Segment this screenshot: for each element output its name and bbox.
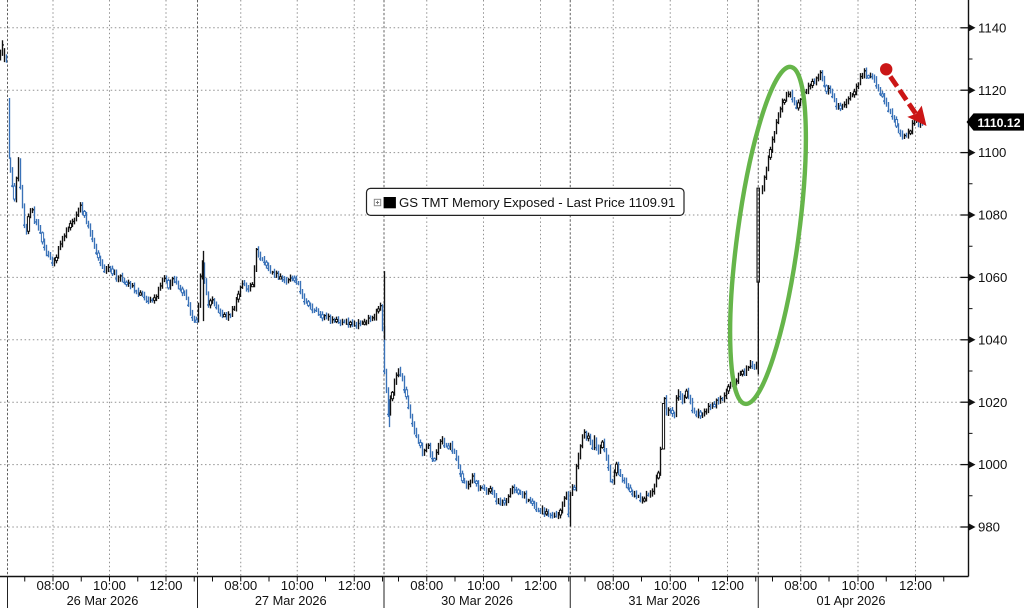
- svg-text:08:00: 08:00: [224, 578, 257, 593]
- svg-text:10:00: 10:00: [841, 578, 874, 593]
- svg-text:980: 980: [978, 520, 1000, 535]
- svg-text:1020: 1020: [978, 395, 1007, 410]
- svg-text:10:00: 10:00: [467, 578, 500, 593]
- svg-text:12:00: 12:00: [149, 578, 182, 593]
- svg-text:08:00: 08:00: [784, 578, 817, 593]
- svg-text:1120: 1120: [978, 83, 1006, 98]
- svg-text:12:00: 12:00: [711, 578, 744, 593]
- svg-text:1000: 1000: [978, 457, 1007, 472]
- svg-text:27 Mar 2026: 27 Mar 2026: [255, 593, 327, 608]
- svg-text:1060: 1060: [978, 270, 1007, 285]
- svg-text:30 Mar 2026: 30 Mar 2026: [441, 593, 513, 608]
- svg-text:26 Mar 2026: 26 Mar 2026: [67, 593, 139, 608]
- svg-text:12:00: 12:00: [338, 578, 371, 593]
- svg-text:12:00: 12:00: [524, 578, 557, 593]
- svg-text:1100: 1100: [978, 145, 1006, 160]
- svg-text:08:00: 08:00: [597, 578, 630, 593]
- svg-text:08:00: 08:00: [36, 578, 69, 593]
- svg-text:1110.12: 1110.12: [978, 116, 1021, 130]
- svg-text:10:00: 10:00: [281, 578, 314, 593]
- svg-text:GS TMT Memory Exposed - Last P: GS TMT Memory Exposed - Last Price 1109.…: [399, 195, 675, 210]
- svg-text:08:00: 08:00: [410, 578, 443, 593]
- svg-text:12:00: 12:00: [899, 578, 932, 593]
- svg-text:1040: 1040: [978, 332, 1007, 347]
- svg-text:01 Apr 2026: 01 Apr 2026: [816, 593, 885, 608]
- svg-text:1080: 1080: [978, 208, 1007, 223]
- svg-text:10:00: 10:00: [93, 578, 126, 593]
- svg-text:10:00: 10:00: [654, 578, 687, 593]
- svg-text:1140: 1140: [978, 20, 1006, 35]
- svg-text:31 Mar 2026: 31 Mar 2026: [628, 593, 700, 608]
